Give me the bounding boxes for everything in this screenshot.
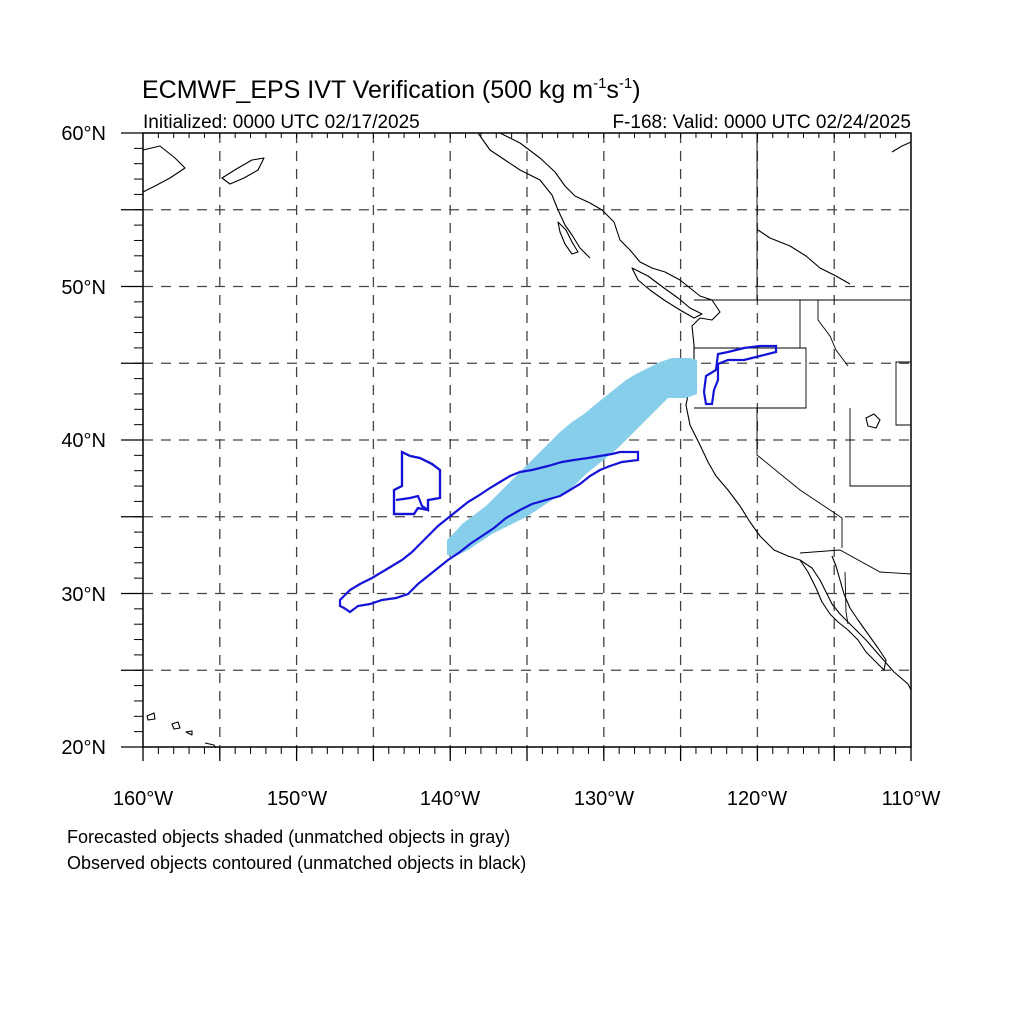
forecast-ivt-object	[447, 358, 697, 556]
lon-label-140: 140°W	[420, 788, 480, 810]
lat-label-30: 30°N	[61, 584, 106, 606]
valid-time-label: F-168: Valid: 0000 UTC 02/24/2025	[612, 112, 911, 133]
init-time-label: Initialized: 0000 UTC 02/17/2025	[143, 112, 420, 133]
great-salt-lake	[865, 413, 881, 429]
lat-label-40: 40°N	[61, 430, 106, 452]
latitude-labels: 60°N 50°N 40°N 30°N 20°N	[61, 123, 106, 759]
coastline-alaska-panhandle	[477, 132, 591, 259]
chart-title: ECMWF_EPS IVT Verification (500 kg m-1s-…	[142, 75, 641, 104]
coastline-vancouver-island	[631, 267, 703, 319]
coastline-hawaii	[146, 712, 217, 749]
lon-label-120: 120°W	[727, 788, 787, 810]
longitude-labels: 160°W 150°W 140°W 130°W 120°W 110°W	[113, 788, 941, 810]
gridlines	[143, 133, 911, 747]
coastline-haida-gwaii	[557, 221, 579, 255]
lon-label-130: 130°W	[574, 788, 634, 810]
axis-tick-marks	[121, 132, 912, 761]
coastline-alaska-peninsula	[142, 145, 186, 193]
coastline-baja-california	[799, 555, 887, 671]
coastline-kodiak	[221, 157, 265, 185]
political-borders	[694, 133, 912, 625]
lat-label-20: 20°N	[61, 737, 106, 759]
observed-object-main	[338, 450, 640, 614]
lon-label-110: 110°W	[882, 788, 941, 810]
observed-object-west	[392, 450, 442, 516]
legend-observed-note: Observed objects contoured (unmatched ob…	[67, 853, 526, 873]
coastline-northeast	[891, 141, 912, 153]
observed-object-coast	[702, 344, 778, 406]
lon-label-150: 150°W	[267, 788, 327, 810]
lat-label-60: 60°N	[61, 123, 106, 145]
legend-forecast-note: Forecasted objects shaded (unmatched obj…	[67, 827, 510, 847]
map-area	[121, 132, 912, 761]
lat-label-50: 50°N	[61, 277, 106, 299]
inland-lake	[757, 229, 851, 285]
lon-label-160: 160°W	[113, 788, 173, 810]
